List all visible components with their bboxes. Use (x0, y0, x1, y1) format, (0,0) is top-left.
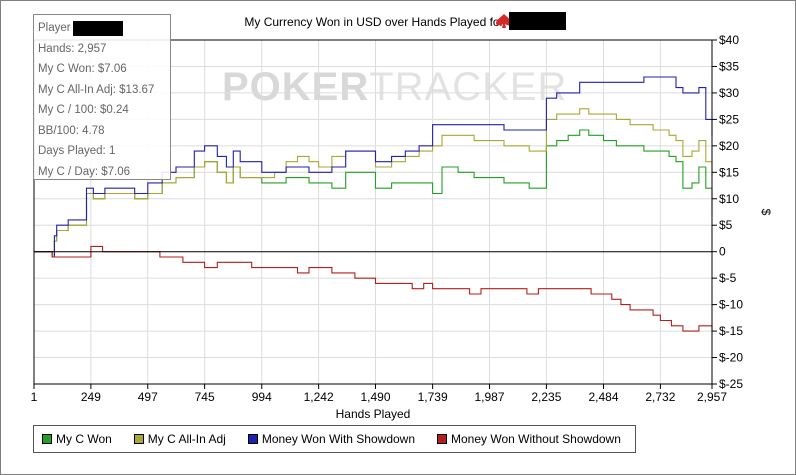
y-tick-label: $-25 (719, 377, 743, 391)
legend-item-money-won-without-showdown[interactable]: Money Won Without Showdown (437, 432, 621, 446)
stats-player-label: Player (38, 22, 71, 34)
stats-player-row: Player (38, 18, 166, 39)
chart-legend: My C Won My C All-In Adj Money Won With … (33, 425, 636, 453)
legend-label: My C Won (56, 432, 112, 446)
legend-swatch (247, 434, 258, 444)
y-tick-label: $-20 (719, 351, 743, 365)
legend-label: My C All-In Adj (147, 432, 226, 446)
y-tick-label: $-5 (719, 271, 737, 285)
plot-area-border (33, 39, 713, 385)
redacted-player-name-box (72, 20, 123, 36)
legend-swatch (42, 434, 52, 444)
chart-title: My Currency Won in USD over Hands Played… (244, 15, 503, 29)
legend-item-money-won-with-showdown[interactable]: Money Won With Showdown (247, 432, 416, 446)
x-tick-label: 994 (252, 390, 272, 404)
y-tick-label: $35 (719, 59, 739, 73)
x-tick-label: 249 (81, 390, 101, 404)
stats-days-played: Days Played: 1 (38, 145, 116, 157)
legend-label: Money Won Without Showdown (451, 432, 621, 446)
x-tick-label: 1,739 (418, 390, 448, 404)
x-tick-label: 1,490 (361, 390, 391, 404)
stats-bb-100: BB/100: 4.78 (38, 124, 105, 137)
redacted-player-name (509, 12, 566, 30)
title-spade-icon (496, 14, 512, 28)
series-line-money-won-without-showdown (34, 245, 713, 332)
stats-my-c-allin-adj: My C All-In Adj: $13.67 (38, 83, 155, 96)
x-axis-label: Hands Played (336, 407, 411, 421)
y-tick-label: $5 (719, 218, 733, 232)
axes: 1 249 497 745 994 1,242 1,490 1,739 1,987 2,235 2,… (31, 33, 744, 404)
x-tick-label: 1,987 (475, 390, 505, 404)
legend-swatch (437, 434, 448, 444)
stats-my-c-100: My C / 100: $0.24 (38, 104, 129, 116)
y-tick-label: $15 (719, 165, 739, 179)
legend-item-my-c-won[interactable]: My C Won (42, 432, 112, 446)
series-line-money-won-with-showdown (34, 76, 713, 258)
y-tick-label: 0 (719, 245, 726, 259)
y-tick-label: $40 (719, 33, 739, 47)
y-tick-label: $-10 (719, 298, 743, 312)
legend-label: Money Won With Showdown (261, 432, 416, 446)
stats-panel: Player Hands: 2,957 My C Won: $7.06 My C… (33, 14, 171, 180)
pokertracker-watermark: POKERTRACKER (222, 65, 568, 109)
y-tick-label: $30 (719, 86, 739, 100)
stats-hands: Hands: 2,957 (38, 42, 107, 55)
x-tick-label: 497 (138, 390, 158, 404)
x-tick-label: 2,732 (645, 390, 675, 404)
y-tick-label: $25 (719, 112, 739, 126)
x-tick-label: 1 (31, 390, 38, 404)
stats-my-c-day: My C / Day: $7.06 (38, 165, 131, 178)
y-tick-label: $20 (719, 139, 739, 153)
x-tick-label: 2,484 (588, 390, 618, 404)
x-tick-label: 745 (195, 390, 215, 404)
y-axis-label: $ (759, 209, 773, 216)
x-tick-label: 2,235 (531, 390, 561, 404)
y-tick-label: $-15 (719, 324, 743, 338)
stats-my-c-won: My C Won: $7.06 (38, 63, 127, 75)
x-tick-label: 1,242 (304, 390, 334, 404)
y-tick-label: $10 (719, 192, 739, 206)
legend-item-my-c-allin-adj[interactable]: My C All-In Adj (133, 432, 226, 446)
legend-swatch (133, 434, 144, 444)
x-tick-label: 2,957 (697, 390, 727, 404)
series-lines (34, 76, 713, 332)
